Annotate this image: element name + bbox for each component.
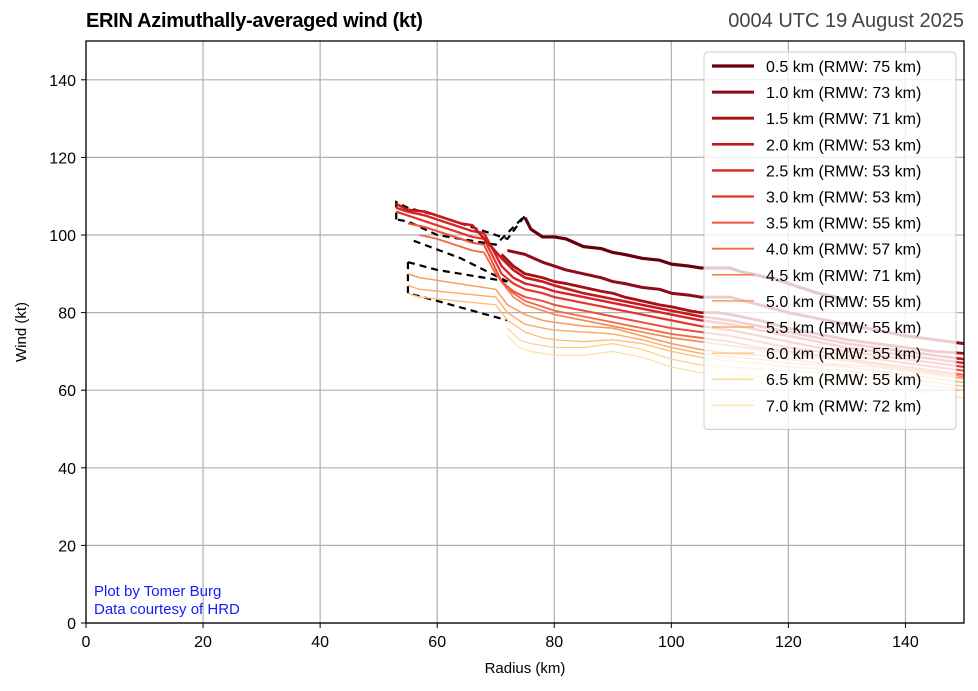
x-tick-label: 100 [658, 634, 685, 651]
legend-label: 4.0 km (RMW: 57 km) [766, 242, 921, 259]
legend-label: 2.0 km (RMW: 53 km) [766, 137, 921, 154]
legend-label: 2.5 km (RMW: 53 km) [766, 163, 921, 180]
y-axis-label: Wind (kt) [13, 302, 30, 362]
legend-label: 0.5 km (RMW: 75 km) [766, 59, 921, 76]
legend-label: 7.0 km (RMW: 72 km) [766, 398, 921, 415]
chart-title: ERIN Azimuthally-averaged wind (kt) [86, 10, 423, 32]
credit-author: Plot by Tomer Burg [94, 583, 221, 600]
credit-source: Data courtesy of HRD [94, 601, 240, 618]
rmw-trace-group [395, 200, 526, 322]
rmw-trace-0 [395, 200, 526, 246]
legend-label: 6.0 km (RMW: 55 km) [766, 346, 921, 363]
plot-frame [85, 40, 965, 624]
axis-ticks: 0 20 40 60 80 100 120 140 0 20 40 60 80 100 120 140 [49, 73, 919, 651]
y-tick-label: 20 [58, 538, 76, 555]
x-tick-label: 40 [311, 634, 329, 651]
y-tick-label: 40 [58, 461, 76, 478]
y-tick-label: 120 [49, 150, 76, 167]
y-tick-label: 140 [49, 73, 76, 90]
x-tick-label: 120 [775, 634, 802, 651]
grid [85, 41, 964, 624]
legend-label: 3.5 km (RMW: 55 km) [766, 216, 921, 233]
rmw-trace-1 [407, 261, 508, 283]
x-tick-label: 60 [428, 634, 446, 651]
legend: 0.5 km (RMW: 75 km) 1.0 km (RMW: 73 km) 1.… [703, 51, 957, 430]
legend-label: 5.0 km (RMW: 55 km) [766, 294, 921, 311]
y-tick-label: 0 [67, 616, 76, 633]
legend-label: 1.5 km (RMW: 71 km) [766, 111, 921, 128]
rmw-trace-3 [413, 239, 508, 283]
legend-label: 1.0 km (RMW: 73 km) [766, 85, 921, 102]
x-tick-label: 140 [892, 634, 919, 651]
legend-label: 3.0 km (RMW: 53 km) [766, 190, 921, 207]
x-tick-label: 20 [194, 634, 212, 651]
timestamp: 0004 UTC 19 August 2025 [728, 10, 964, 32]
rmw-trace-2 [406, 262, 508, 322]
legend-label: 4.5 km (RMW: 71 km) [766, 268, 921, 285]
x-axis-label: Radius (km) [485, 660, 566, 677]
legend-label: 5.5 km (RMW: 55 km) [766, 320, 921, 337]
legend-box [703, 51, 957, 430]
y-tick-label: 100 [49, 228, 76, 245]
x-tick-label: 0 [82, 634, 91, 651]
y-tick-label: 80 [58, 306, 76, 323]
y-tick-label: 60 [58, 383, 76, 400]
x-tick-label: 80 [545, 634, 563, 651]
legend-label: 6.5 km (RMW: 55 km) [766, 372, 921, 389]
